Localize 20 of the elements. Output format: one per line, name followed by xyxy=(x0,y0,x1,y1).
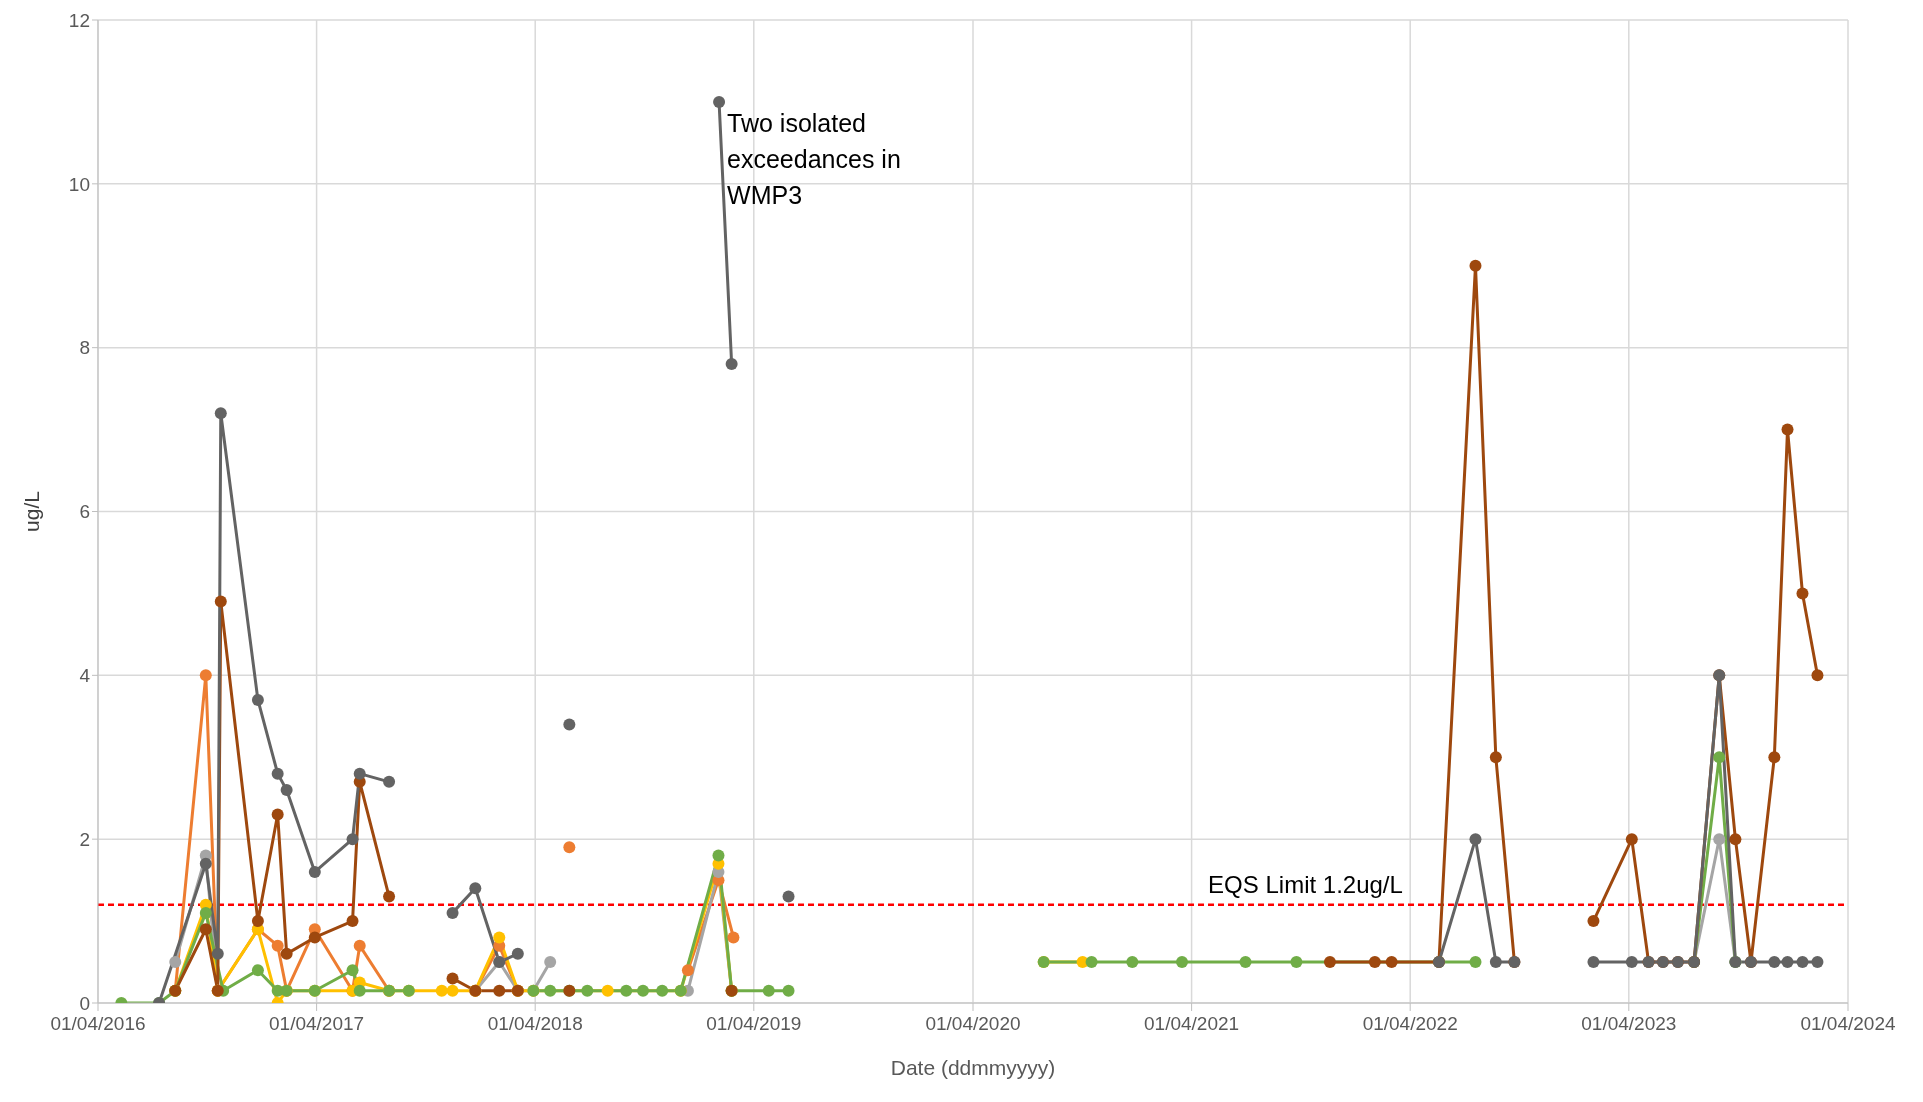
annotation: Two isolated exceedances in WMP3 xyxy=(727,108,901,209)
y-tick-label: 8 xyxy=(79,337,90,359)
x-tick-label: 01/04/2022 xyxy=(1362,1013,1458,1035)
y-tick-label: 0 xyxy=(79,992,90,1014)
y-tick-label: 4 xyxy=(79,665,91,687)
y-tick-label: 2 xyxy=(79,828,90,850)
x-tick-label: 01/04/2023 xyxy=(1581,1013,1677,1035)
x-axis-title: Date (ddmmyyyy) xyxy=(890,1056,1056,1079)
x-tick-label: 01/04/2017 xyxy=(269,1013,365,1035)
x-tick-label: 01/04/2019 xyxy=(706,1013,802,1035)
y-tick-label: 10 xyxy=(68,173,90,195)
x-tick-label: 01/04/2020 xyxy=(925,1013,1021,1035)
x-tick-label: 01/04/2016 xyxy=(50,1013,146,1035)
y-tick-label: 6 xyxy=(79,501,90,523)
x-tick-label: 01/04/2021 xyxy=(1144,1013,1240,1035)
y-tick-label: 12 xyxy=(68,9,90,31)
ref-line-label: EQS Limit 1.2ug/L xyxy=(1208,870,1403,898)
x-tick-label: 01/04/2024 xyxy=(1800,1013,1896,1035)
x-tick-label: 01/04/2018 xyxy=(487,1013,583,1035)
y-axis-title: ug/L xyxy=(20,491,44,532)
